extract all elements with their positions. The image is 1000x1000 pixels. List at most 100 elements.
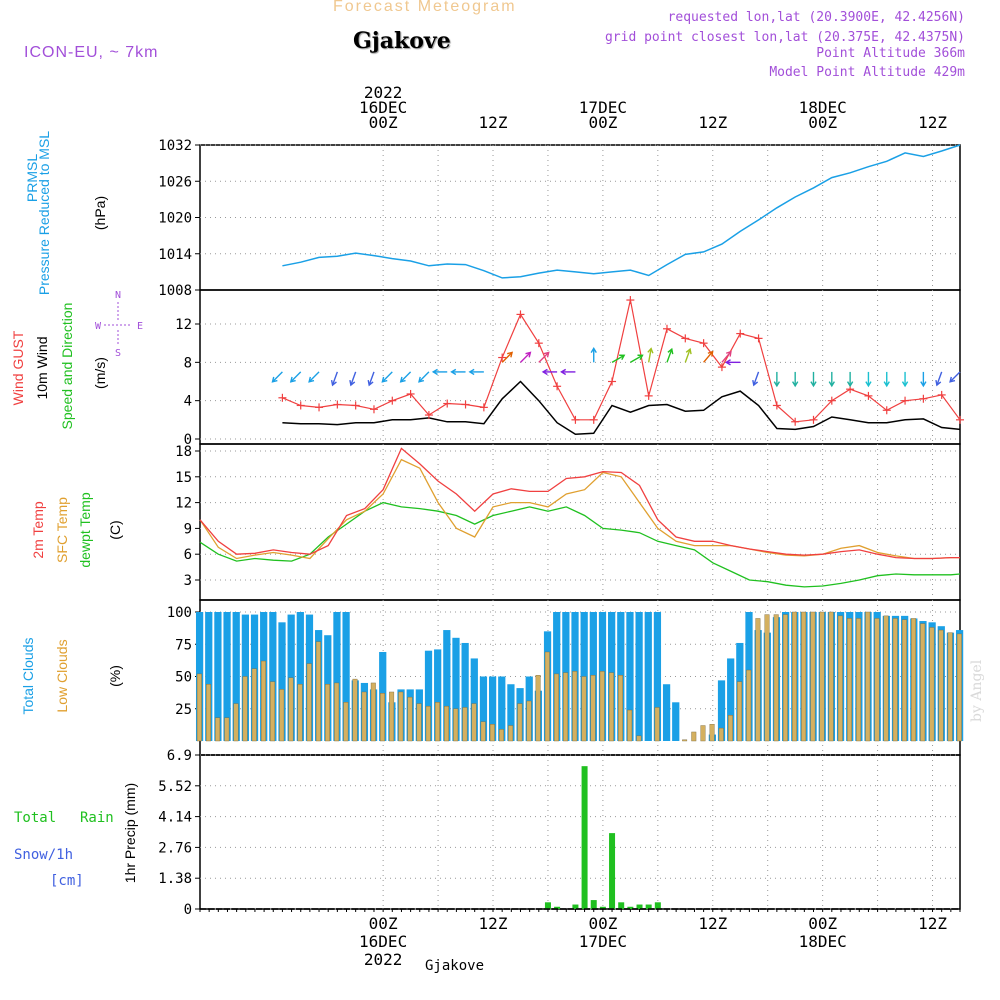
total-cloud-bar [717, 680, 726, 741]
precip-ytick-label: 5.52 [158, 779, 192, 795]
pressure-line [282, 144, 961, 279]
low-cloud-bar [233, 703, 239, 742]
low-cloud-bar [618, 675, 623, 742]
low-cloud-bar [856, 618, 862, 742]
bottom-time-label: 12Z [918, 914, 947, 933]
total-cloud-bar [205, 612, 213, 741]
low-cloud-bar [508, 725, 514, 742]
rain-bar [645, 904, 652, 909]
snow-label: Snow/1h [14, 847, 74, 863]
low-cloud-bar [398, 691, 404, 742]
low-cloud-bar [801, 611, 807, 742]
low-cloud-bar [517, 703, 523, 742]
low-cloud-bar [563, 672, 569, 742]
clouds-ytick-label: 50 [175, 670, 192, 686]
temp-dewpt-label: dewpt Temp [77, 492, 93, 568]
low-cloud-bar [215, 717, 221, 742]
temp-unit-label: (C) [107, 520, 123, 540]
wind-direction-arrowhead [685, 347, 692, 355]
low-cloud-bar [627, 709, 633, 742]
wind-direction-arrowhead [367, 380, 374, 387]
low-cloud-bar [746, 669, 752, 742]
low-cloud-bar [956, 633, 962, 742]
low-cloud-bar [425, 705, 431, 742]
wind-panel-frame [199, 289, 961, 445]
footer-location: Gjakove [425, 958, 485, 974]
wind-direction-arrow [684, 348, 691, 363]
total-cloud-bar [232, 612, 240, 741]
total-cloud-bar [296, 612, 304, 741]
low-cloud-bar [416, 703, 422, 742]
wind-direction-arrowhead [619, 354, 626, 361]
top-time-label: 16DEC [359, 98, 407, 117]
total-cloud-bar [443, 630, 451, 741]
low-cloud-bar [608, 672, 614, 742]
low-cloud-bar [242, 676, 248, 742]
low-cloud-bar [361, 691, 367, 742]
bottom-time-label: 16DEC [359, 932, 407, 951]
total-cloud-bar [727, 658, 735, 741]
wind-gust-line [282, 299, 961, 423]
total-cloud-bar [333, 612, 341, 741]
wind-direction-arrow [666, 348, 673, 363]
temp-ytick-label: 3 [184, 573, 192, 589]
wind-direction-arrowhead [381, 376, 388, 383]
low-cloud-bar [581, 676, 587, 742]
precip-ytick-label: 6.9 [167, 748, 192, 764]
total-cloud-bar [672, 702, 680, 741]
low-cloud-bar [599, 671, 605, 742]
wind-direction-arrowhead [399, 376, 406, 383]
dewpoint-line [199, 501, 961, 588]
wind-direction-arrow [368, 371, 375, 386]
wind-direction-arrowhead [752, 380, 759, 387]
pressure-ytick-label: 1020 [158, 211, 192, 227]
wind-direction-arrowhead [883, 381, 890, 388]
low-cloud-bar [846, 618, 852, 742]
total-cloud-bar [644, 612, 652, 741]
low-cloud-bar [865, 611, 871, 742]
wind-speed-line [282, 380, 961, 435]
wind-direction-arrow [753, 371, 760, 386]
total-rain-label-b: Rain [80, 810, 114, 826]
low-cloud-bar [572, 671, 578, 742]
rain-bar [654, 902, 661, 909]
requested-coords: requested lon,lat (20.3900E, 42.4256N) [667, 10, 965, 25]
wind-direction-arrowhead [724, 359, 731, 366]
wind-direction-arrowhead [330, 380, 337, 387]
rain-bar [572, 904, 579, 909]
wind-ytick-label: 0 [184, 432, 192, 448]
rain-bar [636, 904, 643, 909]
total-cloud-bar [653, 612, 662, 741]
low-cloud-bar [471, 703, 477, 742]
total-cloud-bar [214, 612, 222, 741]
low-cloud-bar [499, 729, 504, 742]
low-cloud-bar [544, 651, 550, 742]
wind-direction-arrow [630, 354, 643, 363]
low-cloud-bar [196, 673, 202, 742]
wind-direction-arrowhead [637, 354, 644, 361]
low-cloud-bar [260, 660, 266, 742]
wind-direction-arrowhead [846, 381, 854, 388]
wind-direction-arrowhead [590, 346, 597, 353]
low-cloud-bar [773, 614, 779, 742]
sfc-temp-line [199, 458, 960, 560]
clouds-unit-label: (%) [107, 665, 123, 687]
low-cloud-bar [874, 618, 880, 742]
low-cloud-bar [737, 681, 743, 742]
wind-direction-arrowhead [647, 347, 654, 354]
pressure-ytick-label: 1014 [158, 247, 192, 263]
low-cloud-bar [526, 700, 532, 742]
rain-bar [609, 833, 616, 909]
wind-direction-arrow [350, 371, 357, 386]
total-cloud-bar [424, 650, 433, 741]
chart-title: Forecast Meteogram [333, 0, 517, 15]
wind-direction-arrowhead [865, 381, 872, 388]
low-cloud-bar [553, 673, 559, 742]
low-cloud-bar [462, 707, 468, 742]
low-cloud-bar [782, 614, 788, 742]
total-cloud-bar [507, 684, 515, 741]
low-cloud-bar [206, 684, 211, 742]
wind-direction-arrowhead [949, 376, 956, 383]
low-cloud-bar [535, 675, 541, 742]
low-cloud-bar [892, 618, 898, 742]
